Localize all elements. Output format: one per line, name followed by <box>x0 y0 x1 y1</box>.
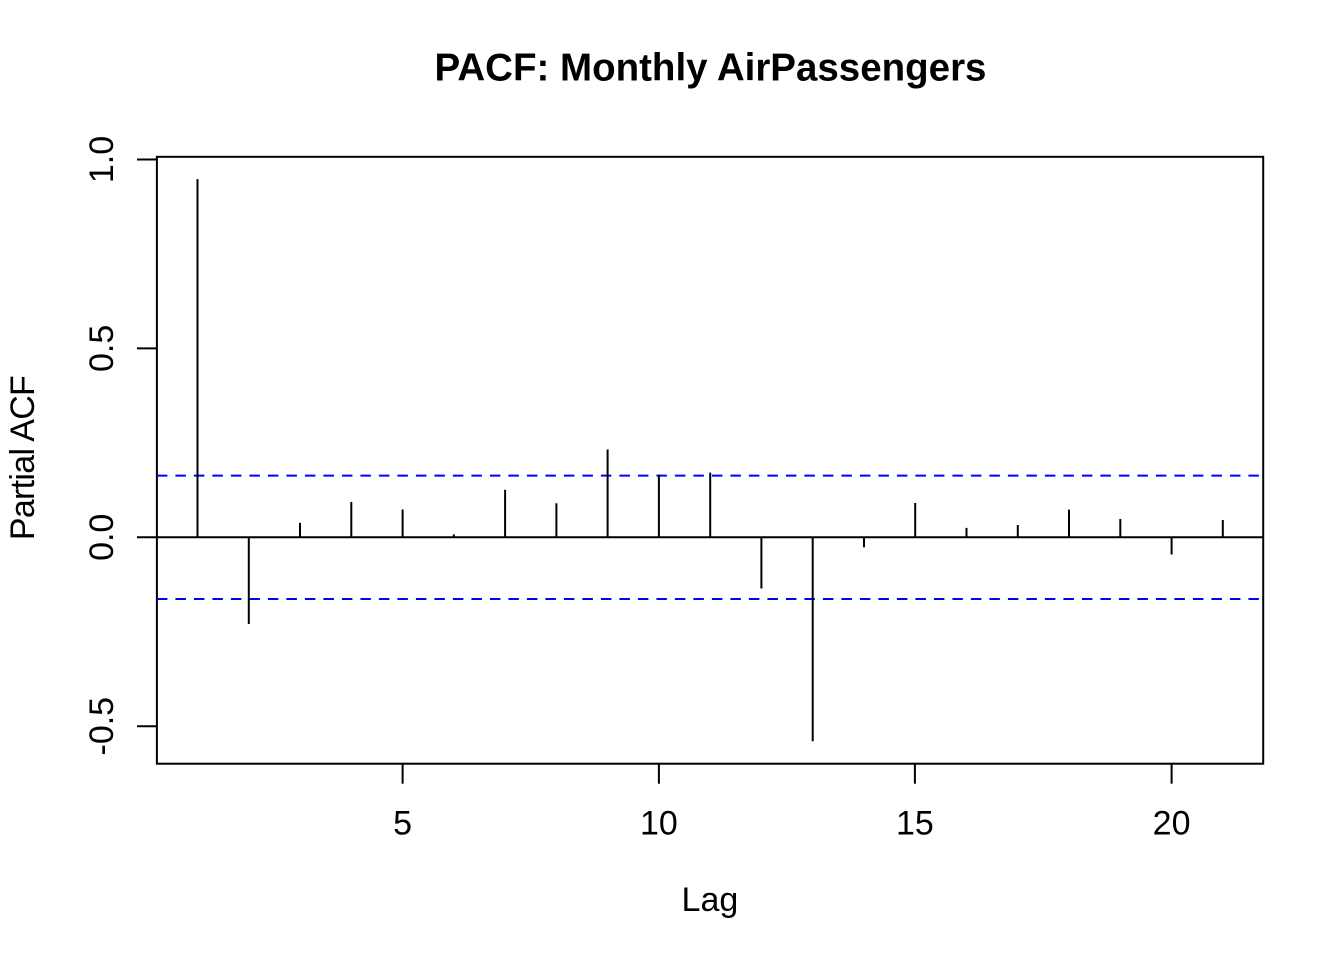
svg-text:10: 10 <box>640 804 678 842</box>
svg-text:Lag: Lag <box>682 881 739 919</box>
svg-text:Partial ACF: Partial ACF <box>4 376 42 540</box>
svg-text:PACF: Monthly AirPassengers: PACF: Monthly AirPassengers <box>435 47 987 90</box>
svg-text:15: 15 <box>896 804 934 842</box>
svg-text:0.5: 0.5 <box>83 325 121 372</box>
svg-text:20: 20 <box>1153 804 1191 842</box>
svg-text:1.0: 1.0 <box>83 136 121 183</box>
svg-text:-0.5: -0.5 <box>83 697 121 756</box>
svg-text:5: 5 <box>393 804 412 842</box>
svg-text:0.0: 0.0 <box>83 514 121 561</box>
